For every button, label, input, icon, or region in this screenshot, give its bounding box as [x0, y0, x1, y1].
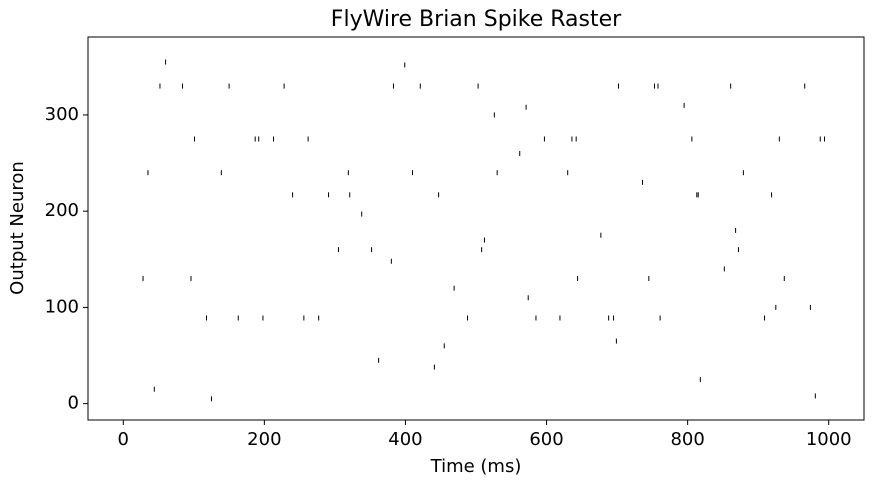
x-axis-label: Time (ms) [430, 456, 522, 477]
y-axis-label: Output Neuron [7, 161, 28, 295]
x-tick-label: 600 [529, 429, 563, 450]
x-tick-label: 0 [118, 429, 129, 450]
y-tick-label: 300 [45, 104, 79, 125]
y-tick-label: 100 [45, 296, 79, 317]
x-tick-label: 800 [670, 429, 704, 450]
x-tick-label: 400 [388, 429, 422, 450]
y-tick-label: 0 [68, 393, 79, 414]
y-tick-label: 200 [45, 200, 79, 221]
x-tick-label: 200 [247, 429, 281, 450]
x-tick-label: 1000 [806, 429, 852, 450]
chart-title: FlyWire Brian Spike Raster [331, 7, 622, 32]
plot-frame [87, 36, 865, 421]
